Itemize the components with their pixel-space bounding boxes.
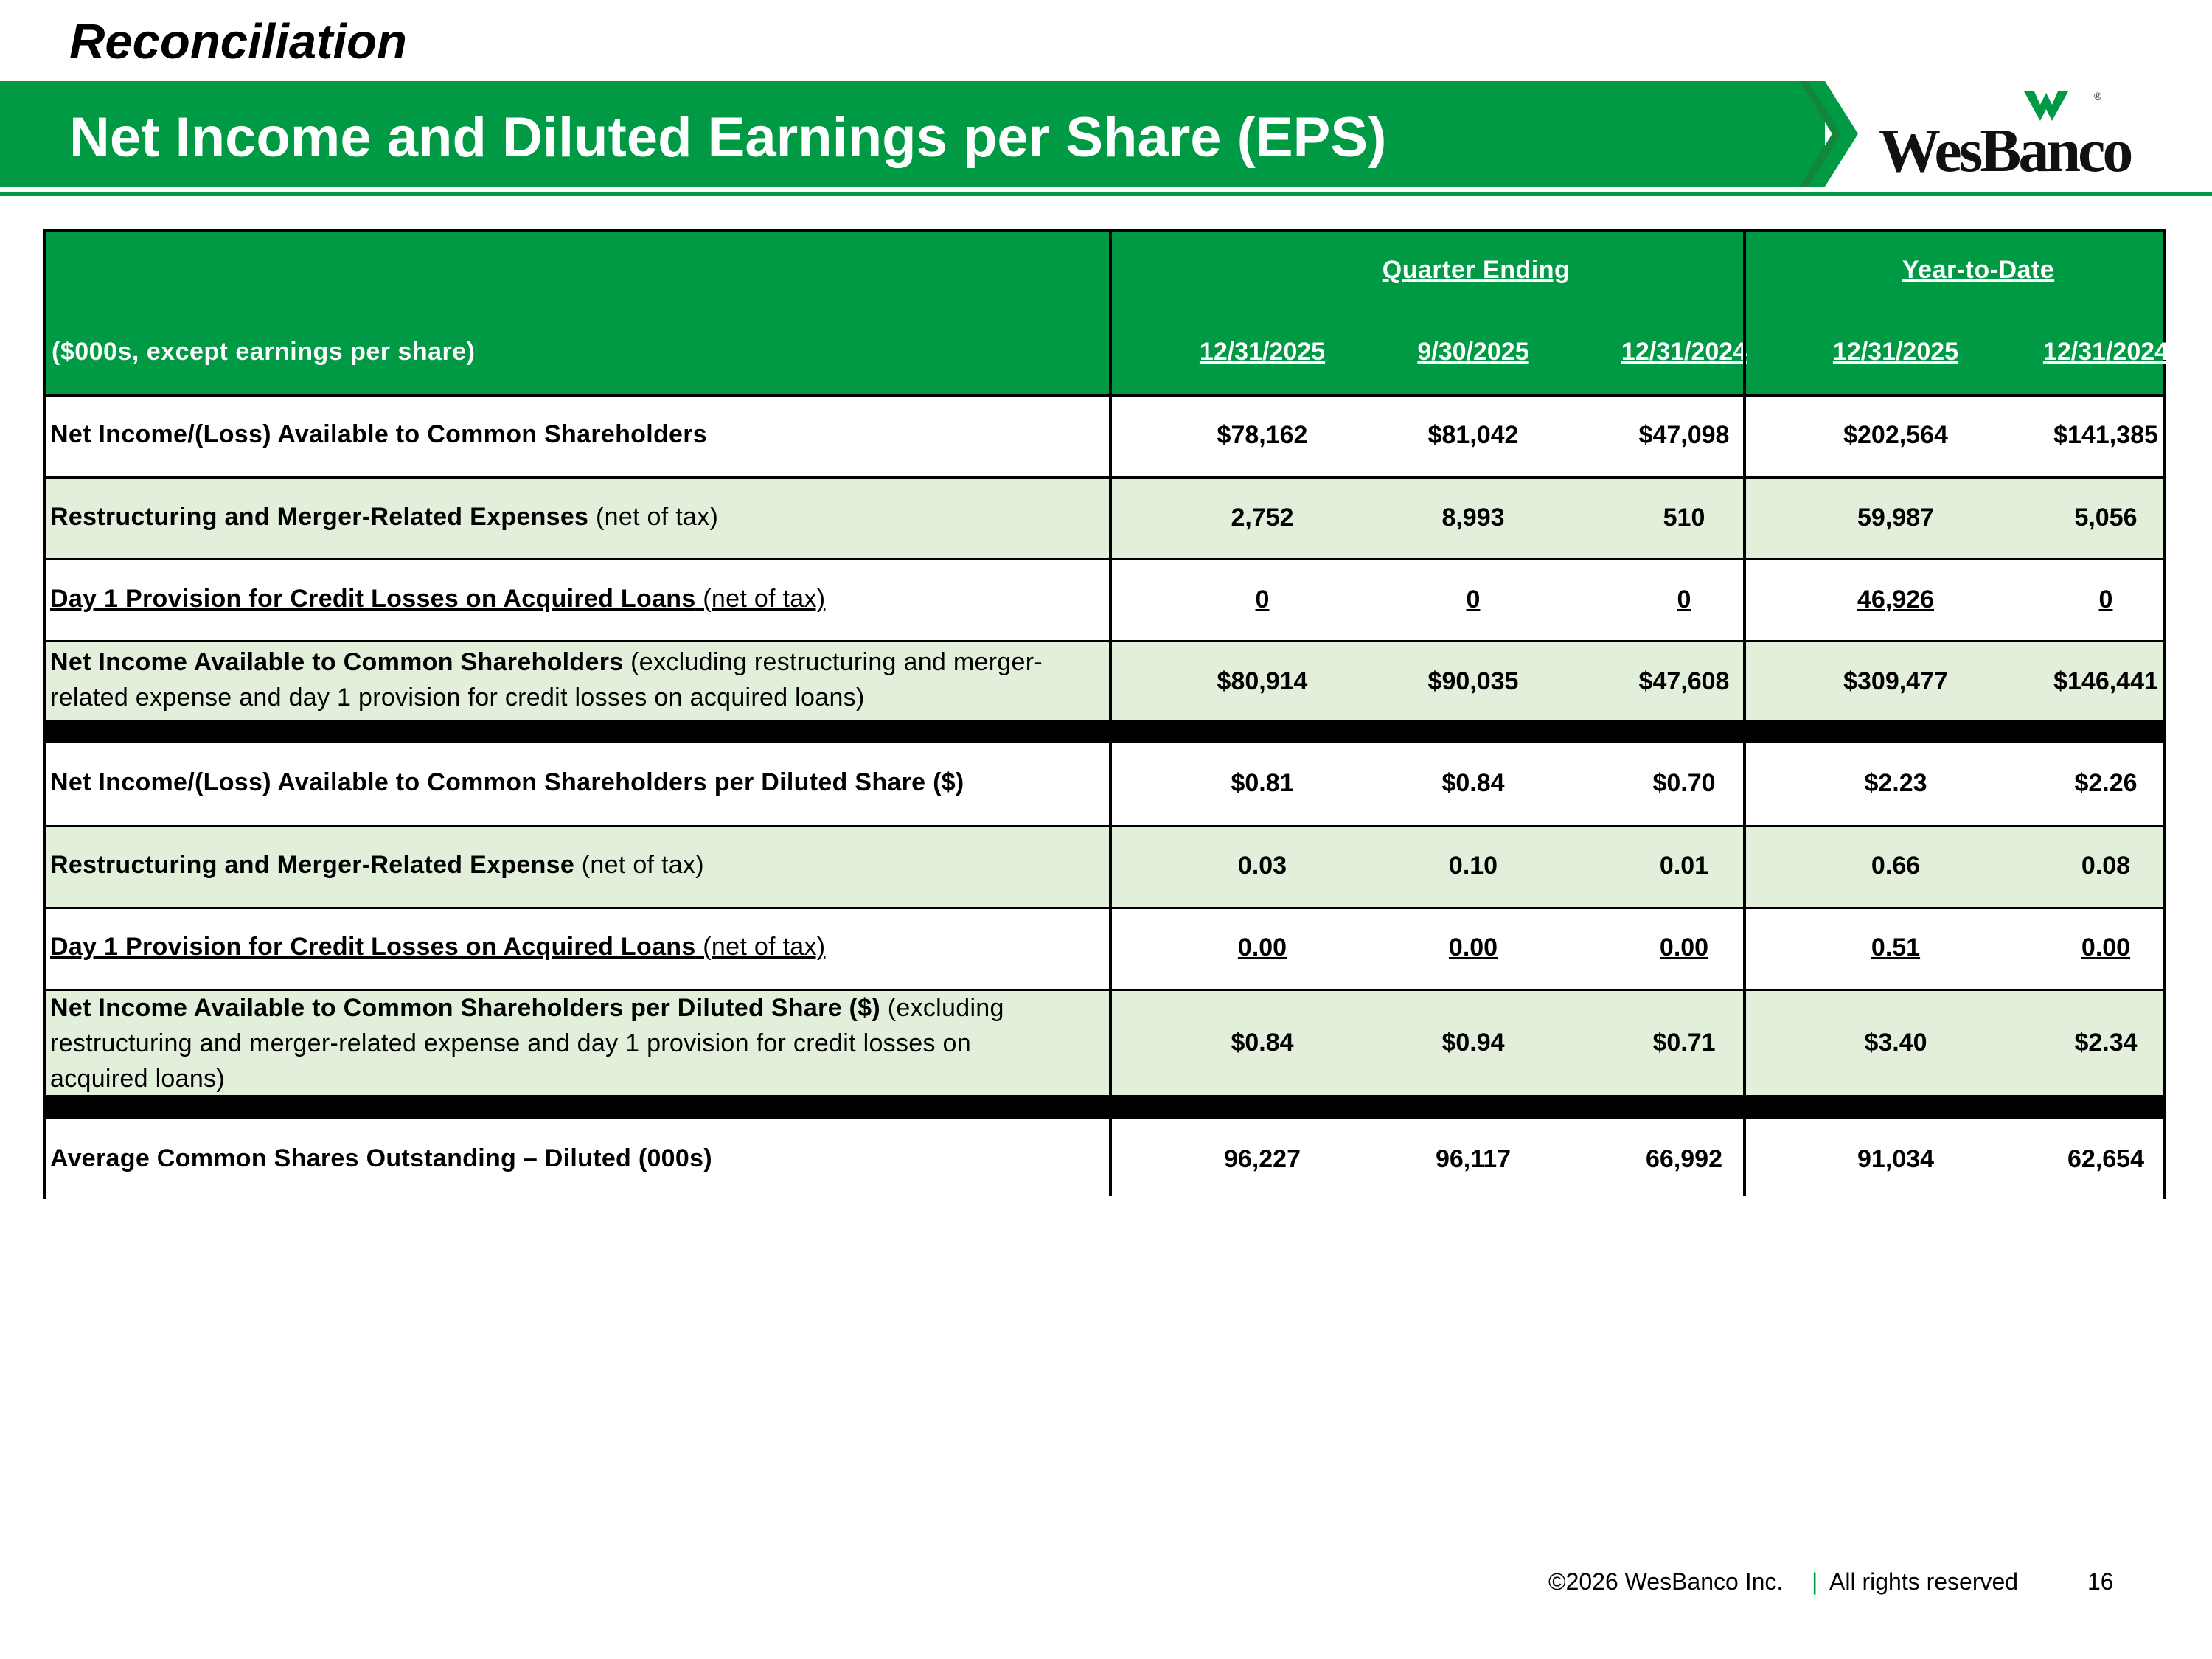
table-cell: $80,914: [1217, 667, 1308, 695]
table-cell: $0.84: [1441, 769, 1505, 797]
table-cell: $0.94: [1441, 1029, 1505, 1057]
column-header: 9/30/2025: [1417, 338, 1529, 366]
table-cell: 62,654: [2067, 1145, 2144, 1173]
table-cell: 0.00: [2081, 933, 2131, 961]
table-cell: 46,926: [1857, 585, 1934, 613]
row-label: Restructuring and Merger-Related Expense…: [50, 851, 704, 879]
section-divider: [46, 1095, 2163, 1119]
group-header-quarter: Quarter Ending: [1382, 256, 1571, 284]
table-cell: 8,993: [1441, 504, 1505, 532]
table-row: [46, 640, 2163, 722]
table-header: [46, 232, 2163, 394]
table-cell: $0.71: [1652, 1029, 1716, 1057]
row-label: Net Income/(Loss) Available to Common Sh…: [50, 420, 707, 448]
table-cell: $141,385: [2053, 421, 2158, 449]
row-label: Day 1 Provision for Credit Losses on Acq…: [50, 585, 826, 613]
row-label: Net Income Available to Common Sharehold…: [50, 648, 1043, 712]
row-label: Restructuring and Merger-Related Expense…: [50, 503, 719, 531]
row-label: Day 1 Provision for Credit Losses on Acq…: [50, 933, 826, 961]
title-banner: [0, 81, 1825, 187]
table-cell: $47,608: [1638, 667, 1730, 695]
table-cell: $3.40: [1864, 1029, 1927, 1057]
table-cell: 0: [1466, 585, 1481, 613]
table-cell: 0.10: [1448, 852, 1498, 880]
table-row: [46, 1119, 2163, 1199]
row-label: Average Common Shares Outstanding – Dilu…: [50, 1144, 712, 1172]
row-label: Net Income Available to Common Sharehold…: [50, 994, 1004, 1093]
table-cell: 0: [1677, 585, 1691, 613]
footer-separator: |: [1812, 1568, 1818, 1595]
group-header-ytd: Year-to-Date: [1902, 256, 2055, 284]
table-cell: $146,441: [2053, 667, 2158, 695]
table-cell: $309,477: [1843, 667, 1948, 695]
logo-wordmark: WesBanco: [1879, 116, 2133, 185]
table-cell: $47,098: [1638, 421, 1730, 449]
table-cell: $78,162: [1217, 421, 1308, 449]
table-cell: $202,564: [1843, 421, 1948, 449]
table-row: [46, 394, 2163, 476]
table-cell: $0.84: [1231, 1029, 1294, 1057]
table-cell: 5,056: [2074, 504, 2138, 532]
column-divider: [1743, 232, 1746, 1196]
table-cell: 0.01: [1659, 852, 1709, 880]
wesbanco-logo-icon: [2024, 91, 2068, 121]
table-cell: $2.23: [1864, 769, 1927, 797]
column-header: 12/31/2025: [1832, 338, 1959, 366]
table-cell: 59,987: [1857, 504, 1934, 532]
logo-registered-mark: ®: [2094, 90, 2102, 102]
table-cell: 0.00: [1659, 933, 1709, 961]
section-divider: [46, 720, 2163, 743]
title-rule: [0, 192, 2212, 196]
table-cell: $81,042: [1427, 421, 1519, 449]
table-cell: $0.81: [1231, 769, 1294, 797]
table-cell: $2.34: [2074, 1029, 2138, 1057]
banner-chevron-icon: [1799, 81, 1858, 187]
reconciliation-table: Quarter Ending Year-to-Date ($000s, exce…: [43, 229, 2168, 1199]
table-cell: 0.51: [1871, 933, 1921, 961]
table-cell: 0.03: [1237, 852, 1287, 880]
section-supertitle: Reconciliation: [69, 14, 407, 69]
footer-copyright: ©2026 WesBanco Inc.: [1548, 1568, 1784, 1595]
table-cell: $0.70: [1652, 769, 1716, 797]
table-cell: $2.26: [2074, 769, 2138, 797]
footer-rights: All rights reserved: [1829, 1568, 2019, 1595]
table-cell: 91,034: [1857, 1145, 1934, 1173]
column-divider: [1109, 232, 1112, 1196]
column-header: 12/31/2025: [1199, 338, 1326, 366]
table-row: [46, 989, 2163, 1097]
table-cell: $90,035: [1427, 667, 1519, 695]
table-cell: 2,752: [1231, 504, 1294, 532]
table-cell: 0: [1255, 585, 1270, 613]
table-row: [46, 907, 2163, 989]
table-cell: 0.00: [1448, 933, 1498, 961]
units-label: ($000s, except earnings per share): [52, 338, 476, 366]
column-header: 12/31/2024: [2042, 338, 2169, 366]
column-header: 12/31/2024: [1621, 338, 1747, 366]
table-cell: 96,227: [1224, 1145, 1301, 1173]
row-label: Net Income/(Loss) Available to Common Sh…: [50, 768, 964, 796]
table-cell: 0.08: [2081, 852, 2131, 880]
table-row: [46, 743, 2163, 823]
page-title: Net Income and Diluted Earnings per Shar…: [69, 106, 1387, 169]
table-cell: 96,117: [1435, 1145, 1512, 1173]
table-cell: 0.00: [1237, 933, 1287, 961]
table-cell: 66,992: [1646, 1145, 1722, 1173]
table-cell: 510: [1663, 504, 1705, 532]
page-number: 16: [2087, 1568, 2114, 1595]
table-cell: 0: [2098, 585, 2113, 613]
table-row: [46, 825, 2163, 907]
table-row: [46, 558, 2163, 640]
table-row: [46, 476, 2163, 558]
table-cell: 0.66: [1871, 852, 1921, 880]
